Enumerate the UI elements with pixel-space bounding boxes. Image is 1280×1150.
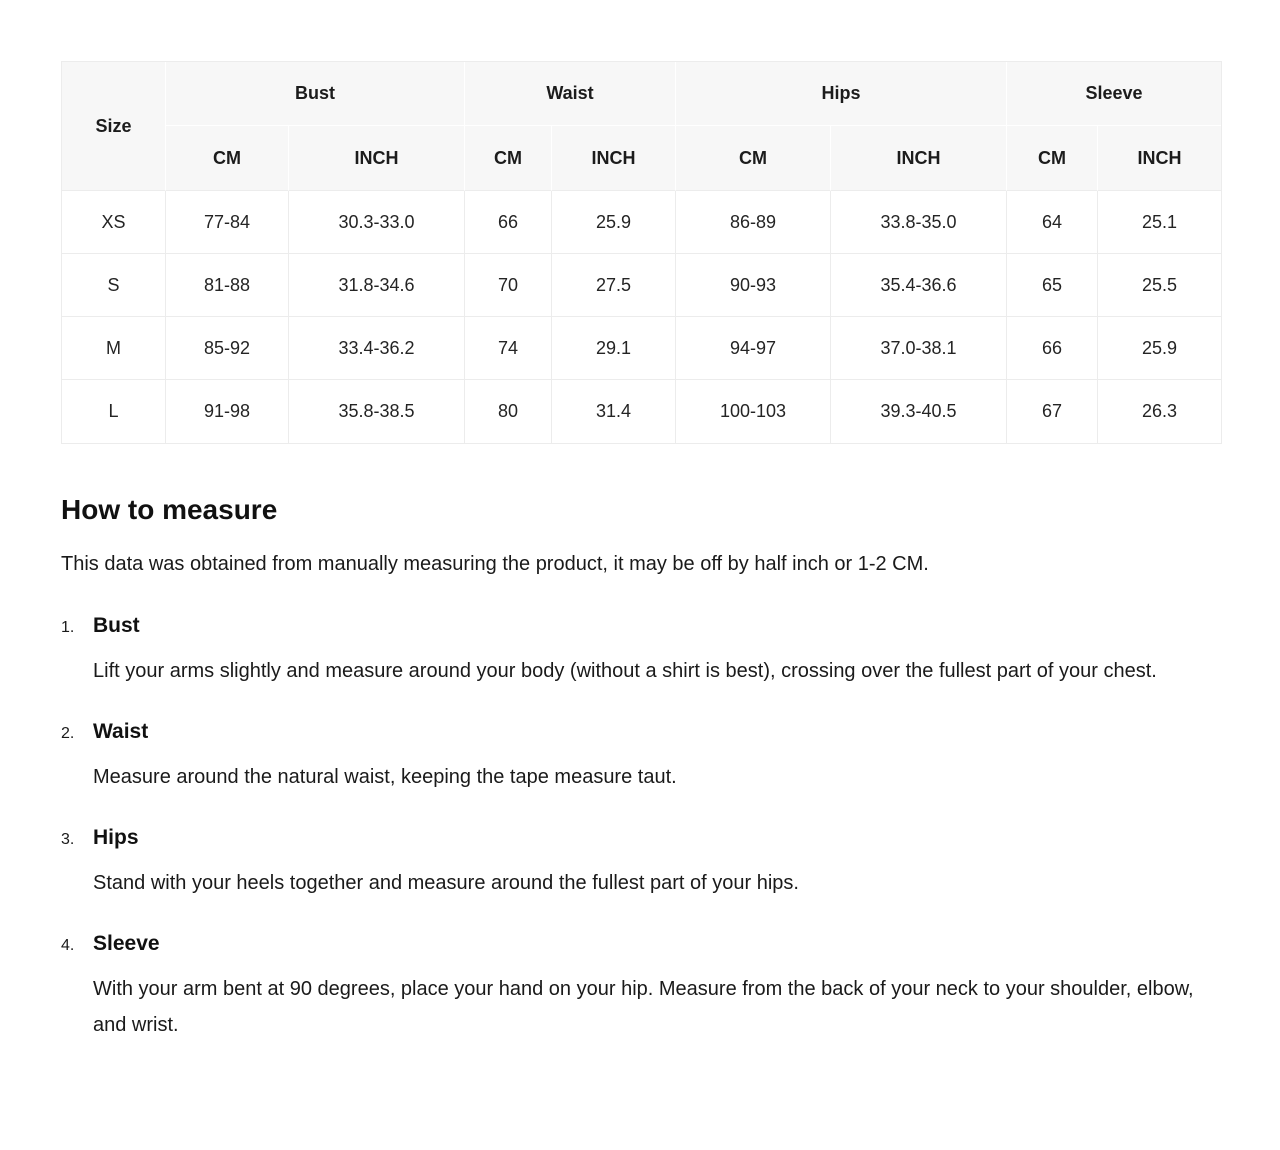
sleeve-cm-cell: 64 [1007, 191, 1099, 254]
item-heading: 4. Sleeve [61, 929, 1220, 961]
waist-inch-cell: 25.9 [552, 191, 676, 254]
item-heading: 3. Hips [61, 823, 1220, 855]
sleeve-cm-cell: 66 [1007, 317, 1099, 380]
table-row-m: M 85-92 33.4-36.2 74 29.1 94-97 37.0-38.… [62, 317, 1222, 380]
column-group-waist: Waist [465, 62, 676, 126]
size-cell: L [62, 380, 166, 443]
table-row-l: L 91-98 35.8-38.5 80 31.4 100-103 39.3-4… [62, 380, 1222, 443]
item-description: With your arm bent at 90 degrees, place … [93, 978, 1194, 1036]
bust-inch-cell: 31.8-34.6 [289, 254, 465, 317]
sleeve-inch-cell: 26.3 [1098, 380, 1222, 443]
waist-cm-cell: 80 [465, 380, 552, 443]
hips-cm-cell: 100-103 [676, 380, 831, 443]
how-to-measure-section: How to measure This data was obtained fr… [61, 493, 1220, 1043]
bust-cm-cell: 91-98 [166, 380, 289, 443]
section-title: How to measure [61, 494, 278, 525]
column-group-sleeve: Sleeve [1007, 62, 1222, 126]
item-description: Lift your arms slightly and measure arou… [93, 660, 1157, 682]
sleeve-cm-cell: 65 [1007, 254, 1099, 317]
hips-cm-cell: 86-89 [676, 191, 831, 254]
item-term: Sleeve [93, 932, 160, 955]
sleeve-inch-cell: 25.1 [1098, 191, 1222, 254]
list-item-sleeve: 4. Sleeve With your arm bent at 90 degree… [61, 929, 1220, 1043]
bust-cm-header: CM [166, 126, 289, 191]
item-heading: 1. Bust [61, 611, 1220, 643]
item-number: 3. [61, 831, 75, 848]
waist-cm-cell: 66 [465, 191, 552, 254]
item-number: 1. [61, 619, 75, 636]
measure-instructions-list: 1. Bust Lift your arms slightly and measu… [61, 611, 1220, 1043]
size-chart-header: Size Bust Waist Hips Sleeve CM INCH CM I… [62, 62, 1222, 191]
bust-cm-cell: 85-92 [166, 317, 289, 380]
item-heading: 2. Waist [61, 717, 1220, 749]
hips-cm-cell: 90-93 [676, 254, 831, 317]
waist-inch-cell: 29.1 [552, 317, 676, 380]
waist-cm-cell: 74 [465, 317, 552, 380]
item-term: Bust [93, 614, 140, 637]
list-item-hips: 3. Hips Stand with your heels together an… [61, 823, 1220, 901]
item-term: Hips [93, 826, 139, 849]
sleeve-inch-header: INCH [1098, 126, 1222, 191]
size-cell: XS [62, 191, 166, 254]
item-description: Stand with your heels together and measu… [93, 872, 799, 894]
sleeve-inch-cell: 25.9 [1098, 317, 1222, 380]
sleeve-cm-header: CM [1007, 126, 1099, 191]
column-group-hips: Hips [676, 62, 1008, 126]
hips-inch-cell: 39.3-40.5 [831, 380, 1008, 443]
item-description: Measure around the natural waist, keepin… [93, 766, 677, 788]
bust-inch-cell: 33.4-36.2 [289, 317, 465, 380]
sleeve-inch-cell: 25.5 [1098, 254, 1222, 317]
column-header-size: Size [62, 62, 166, 191]
size-cell: M [62, 317, 166, 380]
waist-cm-header: CM [465, 126, 552, 191]
bust-inch-cell: 35.8-38.5 [289, 380, 465, 443]
waist-inch-cell: 31.4 [552, 380, 676, 443]
group-header-row: Size Bust Waist Hips Sleeve [62, 62, 1222, 191]
measure-disclaimer: This data was obtained from manually mea… [61, 553, 929, 575]
size-cell: S [62, 254, 166, 317]
hips-inch-cell: 35.4-36.6 [831, 254, 1008, 317]
hips-inch-header: INCH [831, 126, 1008, 191]
unit-header-row: CM INCH CM INCH CM INCH CM INCH [62, 126, 1222, 191]
sleeve-cm-cell: 67 [1007, 380, 1099, 443]
size-guide-page: Size Bust Waist Hips Sleeve CM INCH CM I… [61, 61, 1223, 1043]
hips-cm-cell: 94-97 [676, 317, 831, 380]
hips-inch-cell: 37.0-38.1 [831, 317, 1008, 380]
hips-inch-cell: 33.8-35.0 [831, 191, 1008, 254]
column-group-bust: Bust [166, 62, 465, 126]
hips-cm-header: CM [676, 126, 831, 191]
list-item-waist: 2. Waist Measure around the natural waist… [61, 717, 1220, 795]
size-chart-table: Size Bust Waist Hips Sleeve CM INCH CM I… [61, 61, 1223, 444]
bust-inch-header: INCH [289, 126, 465, 191]
waist-inch-header: INCH [552, 126, 676, 191]
bust-inch-cell: 30.3-33.0 [289, 191, 465, 254]
item-number: 4. [61, 937, 75, 954]
bust-cm-cell: 77-84 [166, 191, 289, 254]
bust-cm-cell: 81-88 [166, 254, 289, 317]
size-chart-body: XS 77-84 30.3-33.0 66 25.9 86-89 33.8-35… [62, 191, 1222, 443]
waist-cm-cell: 70 [465, 254, 552, 317]
waist-inch-cell: 27.5 [552, 254, 676, 317]
table-row-xs: XS 77-84 30.3-33.0 66 25.9 86-89 33.8-35… [62, 191, 1222, 254]
item-number: 2. [61, 725, 75, 742]
list-item-bust: 1. Bust Lift your arms slightly and measu… [61, 611, 1220, 689]
table-row-s: S 81-88 31.8-34.6 70 27.5 90-93 35.4-36.… [62, 254, 1222, 317]
item-term: Waist [93, 720, 149, 743]
